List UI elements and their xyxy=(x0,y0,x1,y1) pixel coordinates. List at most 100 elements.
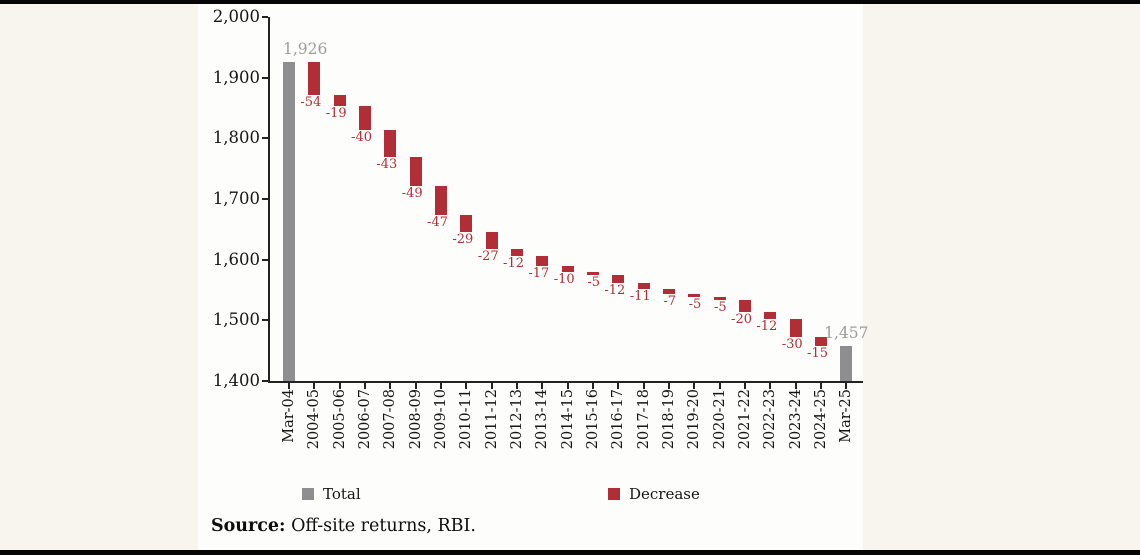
y-tick-mark xyxy=(262,137,268,140)
decrease-bar xyxy=(510,248,523,256)
decrease-bar xyxy=(409,156,422,187)
x-tick-label: 2008-09 xyxy=(407,389,424,450)
x-tick-mark xyxy=(313,383,316,389)
x-tick-label: Mar-25 xyxy=(838,389,855,443)
x-tick-mark xyxy=(414,383,417,389)
decrease-value-label: -11 xyxy=(629,289,651,305)
decrease-bar xyxy=(333,94,346,107)
y-tick-label: 1,600 xyxy=(212,249,260,269)
decrease-bar xyxy=(789,319,802,338)
x-tick-mark xyxy=(718,383,721,389)
decrease-swatch-icon xyxy=(608,488,620,500)
x-tick-label: 2014-15 xyxy=(559,389,576,450)
total-swatch-icon xyxy=(302,488,314,500)
x-tick-label: 2017-18 xyxy=(635,389,652,450)
x-tick-label: 2023-24 xyxy=(787,389,804,450)
decrease-bar xyxy=(434,186,447,215)
y-tick-mark xyxy=(262,198,268,200)
decrease-value-label: -17 xyxy=(528,266,550,282)
x-tick-mark xyxy=(591,383,594,389)
decrease-bar xyxy=(460,214,473,233)
x-tick-mark xyxy=(439,383,442,389)
legend-item-total: Total xyxy=(302,485,361,503)
x-tick-mark xyxy=(794,383,797,389)
decrease-bar xyxy=(814,337,827,347)
x-tick-label: 2004-05 xyxy=(306,389,323,450)
x-tick-mark xyxy=(338,383,341,389)
decrease-value-label: -5 xyxy=(688,296,702,312)
x-tick-label: 2018-19 xyxy=(660,389,677,450)
y-tick-mark xyxy=(262,76,268,79)
x-tick-label: 2006-07 xyxy=(356,389,373,450)
x-tick-mark xyxy=(566,383,569,389)
decrease-bar xyxy=(536,256,549,267)
y-tick-label: 2,000 xyxy=(212,7,260,26)
y-tick-label: 1,500 xyxy=(212,310,260,330)
x-tick-label: 2024-25 xyxy=(812,389,829,450)
x-tick-mark xyxy=(515,383,518,389)
chart-panel: 1,400 1,500 1,600 1,700 1,800 1,900 2,000 Mar-0… xyxy=(198,4,869,550)
x-tick-mark xyxy=(819,383,822,389)
decrease-value-label: -47 xyxy=(427,214,448,230)
x-tick-mark xyxy=(490,383,493,389)
x-tick-label: 2022-23 xyxy=(762,389,779,450)
decrease-value-label: -5 xyxy=(713,299,727,315)
decrease-value-label: -54 xyxy=(300,94,322,110)
decrease-value-label: -27 xyxy=(477,248,499,264)
decrease-bar xyxy=(713,296,726,300)
x-axis-line xyxy=(268,381,864,383)
decrease-value-label: -12 xyxy=(604,282,626,298)
y-tick-mark xyxy=(262,16,268,18)
decrease-value-label: -7 xyxy=(663,293,676,309)
x-tick-label: 2020-21 xyxy=(711,389,728,450)
top-border-bar xyxy=(0,0,1140,4)
y-tick-label: 1,900 xyxy=(212,67,260,87)
y-tick-mark xyxy=(262,319,268,322)
x-tick-label: 2019-20 xyxy=(686,389,703,450)
x-tick-mark xyxy=(617,383,620,389)
decrease-value-label: -5 xyxy=(587,275,600,291)
decrease-bar xyxy=(764,311,777,320)
decrease-bar xyxy=(485,232,498,249)
x-tick-label: 2009-10 xyxy=(432,389,449,450)
y-tick-label: 1,700 xyxy=(212,189,260,208)
total-value-label: 1,926 xyxy=(283,39,328,58)
decrease-bar xyxy=(688,293,701,297)
y-tick-label: 1,800 xyxy=(212,128,260,148)
decrease-value-label: -20 xyxy=(731,311,752,327)
x-tick-label: 2007-08 xyxy=(382,389,399,450)
x-tick-mark xyxy=(667,383,670,389)
total-bar-end xyxy=(840,346,853,381)
source-note: Source: Off-site returns, RBI. xyxy=(211,516,476,536)
total-bar-start xyxy=(283,61,295,381)
x-tick-label: 2012-13 xyxy=(508,389,525,450)
x-tick-label: Mar-04 xyxy=(281,389,297,443)
x-tick-mark xyxy=(389,383,392,389)
decrease-bar xyxy=(561,266,574,273)
legend-total-label: Total xyxy=(323,485,361,503)
x-tick-mark xyxy=(465,383,468,389)
decrease-value-label: -10 xyxy=(553,272,575,288)
decrease-value-label: -19 xyxy=(325,106,347,122)
decrease-bar xyxy=(662,289,675,294)
legend-decrease-label: Decrease xyxy=(629,485,700,503)
x-tick-label: 2005-06 xyxy=(331,389,348,450)
x-tick-mark xyxy=(288,383,290,389)
decrease-bar xyxy=(586,272,599,276)
x-tick-mark xyxy=(769,383,772,389)
decrease-bar xyxy=(738,299,751,312)
x-tick-mark xyxy=(693,383,696,389)
legend-item-decrease: Decrease xyxy=(608,485,700,503)
decrease-bar xyxy=(384,130,397,157)
decrease-bar xyxy=(308,61,321,95)
y-tick-mark xyxy=(262,380,268,382)
decrease-value-label: -29 xyxy=(452,232,474,248)
x-tick-mark xyxy=(541,383,544,389)
x-tick-label: 2021-22 xyxy=(736,389,753,450)
y-tick-mark xyxy=(262,258,268,261)
decrease-bar xyxy=(637,282,650,290)
decrease-value-label: -12 xyxy=(756,319,778,335)
x-tick-mark xyxy=(743,383,746,389)
bottom-border-bar xyxy=(0,550,1140,555)
decrease-value-label: -12 xyxy=(503,256,524,272)
